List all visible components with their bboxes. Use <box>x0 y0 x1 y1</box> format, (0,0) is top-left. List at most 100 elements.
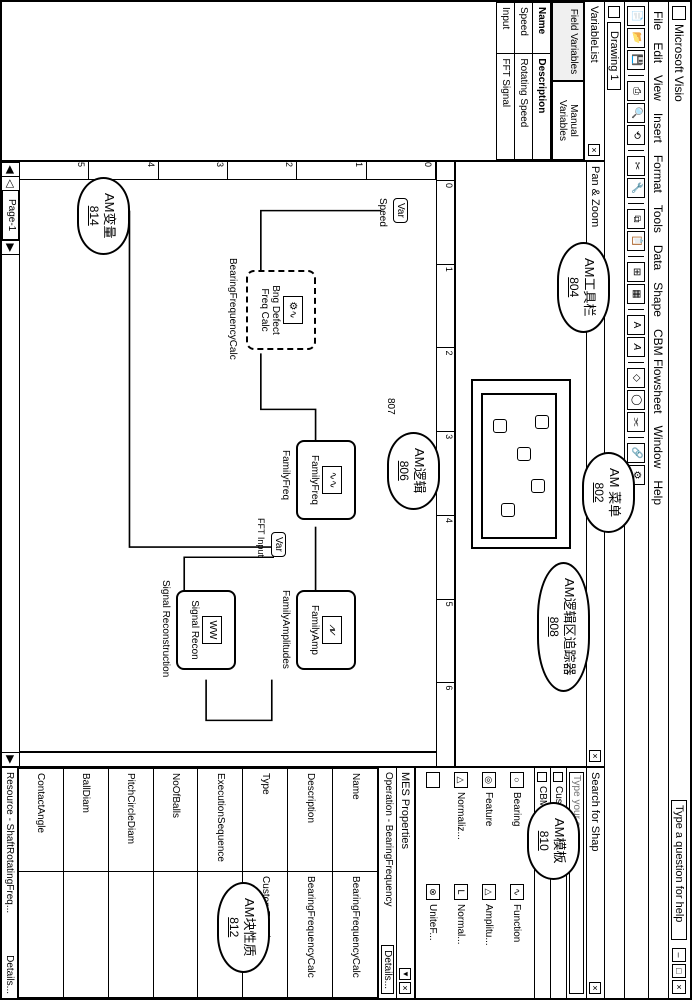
menu-insert[interactable]: Insert <box>652 108 666 148</box>
menu-file[interactable]: File <box>652 6 666 35</box>
shape-unitef[interactable]: ⊗UniteF... <box>420 884 446 994</box>
variable-list-title: VariableList <box>589 6 601 63</box>
table-row[interactable]: NoOfBalls <box>153 769 198 998</box>
ruler-vertical: 0 1 2 3 4 5 <box>20 162 436 180</box>
table-row[interactable]: BallDiam <box>63 769 108 998</box>
callout-806: AM逻辑806 <box>387 432 440 510</box>
link-icon[interactable]: 🔗 <box>628 443 646 463</box>
shape-bearing[interactable]: ○Bearing <box>504 772 530 882</box>
variable-list-close-icon[interactable]: × <box>589 144 601 156</box>
properties-resource-row: Resource - ShaftRotatingFreq... Details.… <box>2 768 18 998</box>
shape1-icon[interactable]: ◇ <box>628 368 646 388</box>
close-button[interactable]: × <box>673 980 687 994</box>
page-tab[interactable]: Page-1 <box>2 190 19 240</box>
grid-icon[interactable]: ⊞ <box>628 262 646 282</box>
menu-data[interactable]: Data <box>652 240 666 275</box>
print-icon[interactable]: ⎙ <box>628 81 646 101</box>
block-signal-recon[interactable]: WW Signal Recon <box>176 590 236 670</box>
variable-tabs: Field Variables Manual Variables <box>551 2 584 160</box>
scroll-left-icon[interactable]: ◀ <box>2 162 19 176</box>
font-size-icon[interactable]: A <box>628 337 646 357</box>
pan-zoom-close-icon[interactable]: × <box>590 750 602 762</box>
doc-tab[interactable]: Drawing 1 <box>608 22 622 90</box>
amp-icon: ⩘⩗ <box>323 616 343 644</box>
drawing-canvas[interactable]: Var Speed ⚙∿ Bng Defect Freq Calc Bearin… <box>20 180 436 752</box>
middle-column: Pan & Zoom × <box>2 162 604 768</box>
save-icon[interactable]: 💾 <box>628 50 646 70</box>
table-row[interactable]: PitchCircleDiam <box>108 769 153 998</box>
maximize-button[interactable]: □ <box>673 964 687 978</box>
table-row[interactable]: DescriptionBearingFrequencyCalc <box>288 769 333 998</box>
table-row[interactable]: Speed Rotating Speed <box>515 3 533 160</box>
bearing-icon: ⚙∿ <box>283 296 303 324</box>
menu-window[interactable]: Window <box>652 421 666 474</box>
scroll-right-icon[interactable]: ▶ <box>2 240 19 254</box>
shapes-search-input[interactable] <box>569 772 584 994</box>
align-icon[interactable]: ▦ <box>628 284 646 304</box>
right-column: Search for Shap × CustomBlockSten CBM_E1… <box>2 768 604 998</box>
properties-header: MES Properties ▾ × <box>396 768 414 998</box>
shape-normal[interactable]: LNormal... <box>448 884 474 994</box>
menu-tools[interactable]: Tools <box>652 200 666 238</box>
copy-icon[interactable]: ⧉ <box>628 209 646 229</box>
label-fft: FFT Input <box>256 518 266 557</box>
open-icon[interactable]: 📂 <box>628 28 646 48</box>
table-row[interactable]: ContactAngle <box>19 769 64 998</box>
rotate-icon[interactable]: ⟲ <box>628 125 646 145</box>
main-area: VariableList × Field Variables Manual Va… <box>2 2 604 998</box>
table-row[interactable]: Input FFT Signal <box>497 3 515 160</box>
var-node[interactable]: Var <box>271 532 286 557</box>
connector-icon[interactable]: ⫘ <box>628 412 646 432</box>
cut-icon[interactable]: ✂ <box>628 156 646 176</box>
menu-shape[interactable]: Shape <box>652 277 666 322</box>
shapes-close-icon[interactable]: × <box>590 982 602 994</box>
app-icon <box>673 6 687 20</box>
shape-amplitude[interactable]: △Amplitu... <box>476 884 502 994</box>
props-dropdown-icon[interactable]: ▾ <box>400 968 412 980</box>
var-speed[interactable]: Var <box>393 198 408 223</box>
new-icon[interactable]: 📄 <box>628 6 646 26</box>
details-button-2[interactable]: Details... <box>4 955 15 994</box>
wrench-icon[interactable]: 🔧 <box>628 178 646 198</box>
label-speed: Speed <box>377 198 388 227</box>
minimize-button[interactable]: – <box>673 948 687 962</box>
titlebar: Microsoft Visio Type a question for help… <box>668 2 690 998</box>
menu-view[interactable]: View <box>652 70 666 106</box>
properties-title: MES Properties <box>400 772 412 849</box>
font-a-icon[interactable]: A <box>628 315 646 335</box>
variable-list-header: VariableList × <box>584 2 604 160</box>
shapes-pane: Search for Shap × CustomBlockSten CBM_E1… <box>414 768 604 998</box>
label-famamp: FamilyAmplitudes <box>280 590 291 669</box>
props-close-icon[interactable]: × <box>400 982 412 994</box>
shape-normalize[interactable]: △Normaliz... <box>448 772 474 882</box>
block-family-amp[interactable]: ⩘⩗ FamilyAmp <box>296 590 356 670</box>
scroll-end-icon[interactable]: ▶ <box>2 752 19 766</box>
block-family-freq[interactable]: ∿∿ FamilyFreq <box>296 440 356 520</box>
menu-edit[interactable]: Edit <box>652 37 666 68</box>
shape-function[interactable]: ∿Function <box>504 884 530 994</box>
col-description: Description <box>533 54 551 160</box>
scrollbar-horizontal[interactable] <box>2 254 19 752</box>
menu-help[interactable]: Help <box>652 475 666 510</box>
resource-label: Resource - ShaftRotatingFreq... <box>4 772 15 913</box>
shape2-icon[interactable]: ◯ <box>628 390 646 410</box>
scroll-left2-icon[interactable]: ◁ <box>2 176 19 190</box>
search-icon[interactable]: 🔍 <box>628 103 646 123</box>
menu-cbm[interactable]: CBM Flowsheet <box>652 324 666 419</box>
shape-blank <box>420 772 446 882</box>
help-input[interactable]: Type a question for help <box>672 800 688 940</box>
shape-feature[interactable]: ◎Feature <box>476 772 502 882</box>
block-bearing-freq[interactable]: ⚙∿ Bng Defect Freq Calc <box>246 270 316 350</box>
callout-802: AM 菜单802 <box>582 452 635 533</box>
label-signal: Signal Reconstruction <box>160 580 171 677</box>
table-row[interactable]: NameBearingFrequencyCalc <box>333 769 378 998</box>
menu-format[interactable]: Format <box>652 150 666 198</box>
paste-icon[interactable]: 📋 <box>628 231 646 251</box>
pan-zoom-title: Pan & Zoom <box>590 166 602 227</box>
scrollbar-vertical[interactable] <box>20 752 436 766</box>
variable-list-pane: VariableList × Field Variables Manual Va… <box>2 2 604 162</box>
tab-manual-variables[interactable]: Manual Variables <box>552 81 584 160</box>
details-button[interactable]: Details... <box>381 945 394 994</box>
tab-field-variables[interactable]: Field Variables <box>552 2 584 81</box>
shapes-search-row <box>566 768 586 998</box>
